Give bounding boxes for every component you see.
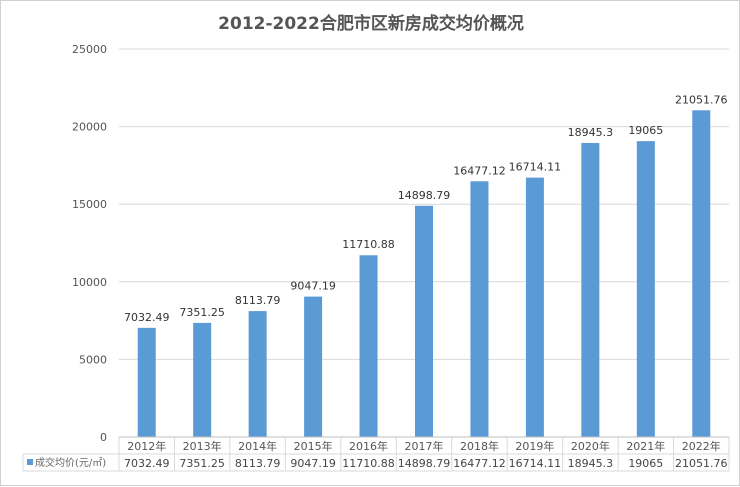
table-value: 7351.25 [179, 457, 225, 470]
bar [193, 322, 212, 437]
y-tick-label: 20000 [72, 121, 107, 134]
data-label: 16714.11 [509, 161, 562, 174]
y-tick-label: 5000 [79, 353, 107, 366]
legend-swatch [27, 459, 33, 465]
data-label: 19065 [628, 124, 663, 137]
x-tick-label: 2021年 [626, 439, 665, 453]
bar [692, 110, 711, 438]
table-value: 8113.79 [235, 457, 281, 470]
x-tick-label: 2022年 [682, 439, 721, 453]
chart-title: 2012-2022合肥市区新房成交均价概况 [218, 14, 524, 34]
bar [525, 177, 544, 437]
x-tick-label: 2018年 [460, 439, 499, 453]
data-label: 16477.12 [453, 164, 506, 177]
bar [304, 296, 323, 437]
table-value: 18945.3 [568, 457, 614, 470]
table-value: 7032.49 [124, 457, 170, 470]
bar [581, 142, 600, 438]
y-tick-label: 10000 [72, 276, 107, 289]
x-tick-label: 2016年 [349, 439, 388, 453]
table-value: 21051.76 [675, 457, 728, 470]
table-value: 11710.88 [342, 457, 395, 470]
legend-label: 成交均价(元/㎡) [35, 456, 106, 469]
data-label: 7032.49 [124, 311, 170, 324]
bar [359, 255, 378, 437]
table-value: 16714.11 [509, 457, 562, 470]
x-tick-label: 2015年 [294, 439, 333, 453]
bar [248, 311, 267, 437]
x-tick-label: 2017年 [405, 439, 444, 453]
bar [415, 205, 433, 437]
bar [470, 181, 489, 437]
y-tick-label: 0 [100, 431, 107, 444]
x-tick-label: 2020年 [571, 439, 610, 453]
bar [636, 141, 655, 437]
table-value: 14898.79 [398, 457, 451, 470]
table-value: 9047.19 [290, 457, 336, 470]
table-value: 16477.12 [453, 457, 506, 470]
data-label: 14898.79 [398, 189, 451, 202]
data-label: 11710.88 [342, 238, 395, 251]
data-label: 18945.3 [568, 126, 614, 139]
x-tick-label: 2014年 [238, 439, 277, 453]
x-tick-label: 2012年 [127, 439, 166, 453]
x-tick-label: 2019年 [515, 439, 554, 453]
data-label: 8113.79 [235, 294, 281, 307]
data-label: 7351.25 [179, 306, 225, 319]
y-tick-label: 25000 [72, 43, 107, 56]
table-value: 19065 [628, 457, 663, 470]
bar [137, 327, 156, 437]
data-label: 21051.76 [675, 93, 728, 106]
data-label: 9047.19 [290, 280, 336, 293]
y-tick-label: 15000 [72, 198, 107, 211]
x-tick-label: 2013年 [183, 439, 222, 453]
